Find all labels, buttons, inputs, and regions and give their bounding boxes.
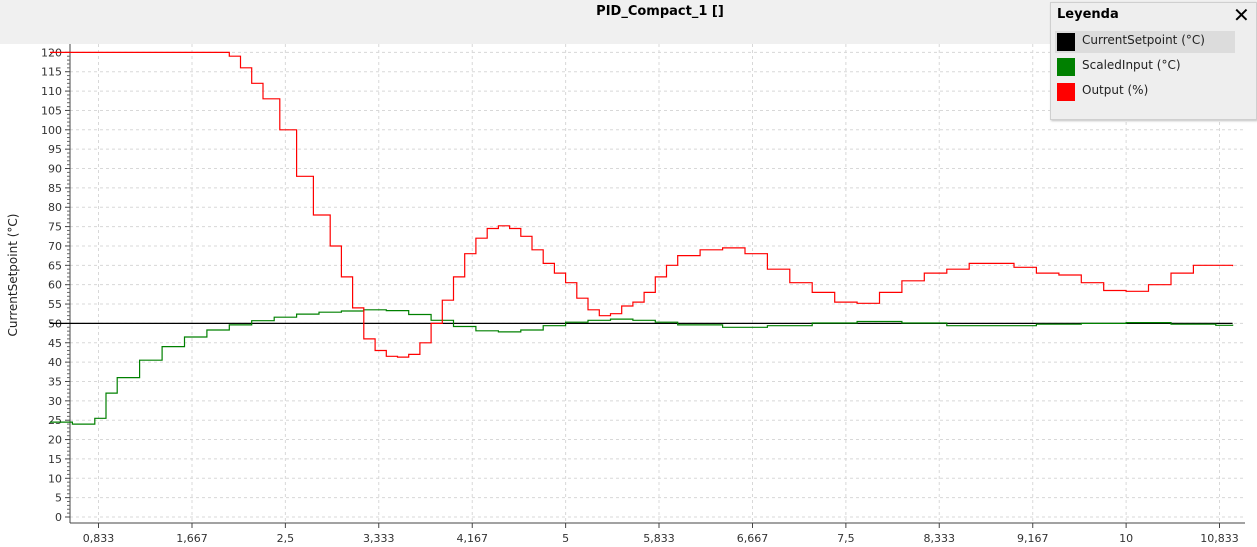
x-tick-label: 10,833: [1200, 532, 1239, 545]
legend-item-label: CurrentSetpoint (°C): [1082, 33, 1205, 47]
x-tick-label: 1,667: [176, 532, 208, 545]
x-axis-ticks: 0,833 1,667 2,5 3,333 4,167 5 5,833 6,667 7,5 8,3…: [83, 523, 1239, 545]
x-tick-label: 4,167: [456, 532, 488, 545]
y-tick-label: 10: [48, 472, 62, 485]
y-tick-label: 110: [41, 85, 62, 98]
y-tick-label: 30: [48, 395, 62, 408]
y-tick-label: 5: [55, 492, 62, 505]
legend-item-current-setpoint[interactable]: CurrentSetpoint (°C): [1055, 31, 1235, 53]
y-tick-label: 0: [55, 511, 62, 524]
grid-lines: [70, 44, 1245, 523]
x-tick-label: 9,167: [1017, 532, 1049, 545]
y-tick-label: 25: [48, 414, 62, 427]
y-tick-label: 70: [48, 240, 62, 253]
y-tick-label: 115: [41, 66, 62, 79]
legend-swatch-black: [1057, 33, 1075, 51]
y-tick-label: 55: [48, 298, 62, 311]
title-bar: PID_Compact_1 []: [0, 0, 1257, 44]
legend-title: Leyenda: [1057, 7, 1119, 22]
series-line-scaled-input: [50, 309, 1234, 425]
chart-title: PID_Compact_1 []: [596, 4, 724, 19]
close-icon[interactable]: ✕: [1233, 3, 1250, 27]
y-tick-label: 15: [48, 453, 62, 466]
y-tick-label: 35: [48, 375, 62, 388]
x-tick-label: 8,333: [924, 532, 956, 545]
series-lines: [50, 51, 1234, 425]
y-tick-label: 65: [48, 259, 62, 272]
y-tick-label: 90: [48, 163, 62, 176]
x-tick-label: 0,833: [83, 532, 115, 545]
x-tick-label: 6,667: [737, 532, 769, 545]
y-tick-label: 105: [41, 104, 62, 117]
y-tick-label: 60: [48, 279, 62, 292]
legend-panel[interactable]: Leyenda ✕ CurrentSetpoint (°C) ScaledInp…: [1050, 2, 1257, 120]
y-tick-label: 100: [41, 124, 62, 137]
y-axis-ticks: 0510152025303540455055606570758085909510…: [41, 46, 70, 524]
x-tick-label: 5,833: [643, 532, 675, 545]
legend-item-scaled-input[interactable]: ScaledInput (°C): [1055, 56, 1235, 78]
y-tick-label: 85: [48, 182, 62, 195]
x-tick-label: 7,5: [837, 532, 855, 545]
x-tick-label: 5: [562, 532, 569, 545]
series-line-output: [50, 51, 1234, 358]
y-tick-label: 75: [48, 221, 62, 234]
x-tick-label: 2,5: [277, 532, 295, 545]
y-tick-label: 40: [48, 356, 62, 369]
legend-swatch-green: [1057, 58, 1075, 76]
y-tick-label: 45: [48, 337, 62, 350]
y-tick-label: 20: [48, 434, 62, 447]
legend-swatch-red: [1057, 83, 1075, 101]
x-tick-label: 10: [1119, 532, 1133, 545]
legend-item-output[interactable]: Output (%): [1055, 81, 1235, 103]
y-tick-label: 80: [48, 201, 62, 214]
x-tick-label: 3,333: [363, 532, 395, 545]
legend-item-label: ScaledInput (°C): [1082, 58, 1181, 72]
legend-item-label: Output (%): [1082, 83, 1149, 97]
y-tick-label: 95: [48, 143, 62, 156]
